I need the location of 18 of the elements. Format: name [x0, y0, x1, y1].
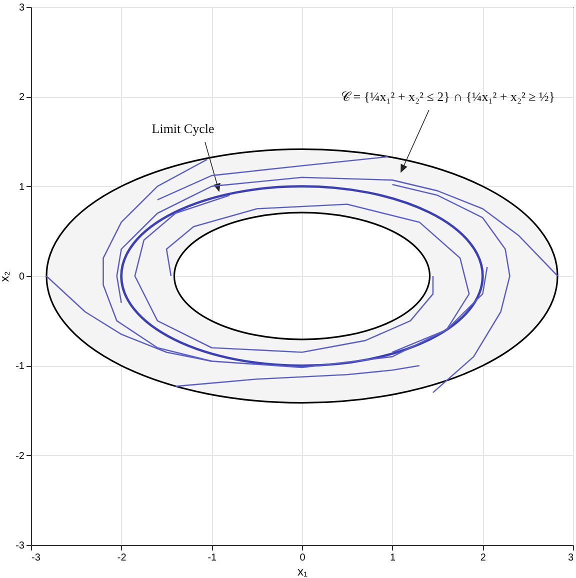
y-tick-label: 1 [18, 182, 25, 193]
x-tick-label: -2 [117, 552, 127, 564]
x-tick-label: 0 [300, 552, 306, 564]
y-tick-label: -3 [16, 540, 25, 552]
y-tick-label: 3 [18, 2, 25, 14]
y-tick-label: -2 [16, 450, 25, 462]
annotation: 𝒞 = {¼x₁² + x₂² ≤ 2} ∩ {¼x₁² + x₂² ≥ ½} [340, 89, 556, 104]
y-tick-label: 0 [18, 272, 25, 282]
x-tick-label: -3 [32, 552, 41, 564]
x-tick-label: 1 [390, 552, 396, 564]
y-tick-label: -1 [16, 361, 25, 372]
annotation: Limit Cycle [152, 121, 214, 136]
x-tick-label: -1 [208, 552, 218, 564]
x-axis-title: x₁ [297, 564, 308, 578]
y-axis-title: x₂ [0, 270, 12, 282]
x-tick-label: 3 [568, 552, 574, 564]
y-tick-label: 2 [18, 92, 25, 104]
x-tick-label: 2 [480, 552, 486, 564]
